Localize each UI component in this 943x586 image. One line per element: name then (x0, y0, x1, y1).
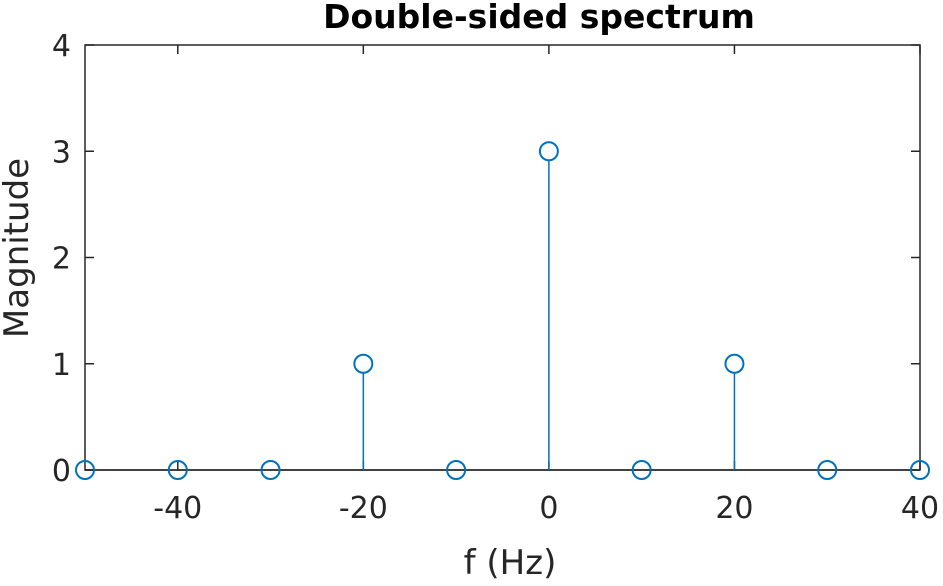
y-tick-label: 0 (52, 454, 71, 489)
x-tick-label: 20 (715, 491, 753, 526)
stem-marker (167, 460, 188, 480)
x-tick-label: -20 (339, 491, 388, 526)
stem-marker (75, 460, 95, 480)
axes-box (84, 44, 921, 471)
x-tick-label: -40 (153, 491, 202, 526)
stem-marker (353, 353, 374, 374)
stem-marker (910, 460, 930, 480)
stem-marker (631, 460, 652, 480)
x-tick-label: 0 (539, 491, 558, 526)
chart-title: Double-sided spectrum (323, 0, 755, 36)
x-axis-label: f (Hz) (464, 543, 557, 582)
stem-marker (817, 460, 838, 480)
y-tick-label: 2 (52, 242, 71, 277)
y-tick-label: 3 (52, 135, 71, 170)
y-axis-label: Magnitude (0, 158, 37, 338)
x-tick-label: 40 (901, 491, 939, 526)
y-tick-label: 1 (52, 348, 71, 383)
y-tick-label: 4 (52, 29, 71, 64)
stem-marker (446, 460, 467, 480)
stem-marker (538, 141, 559, 162)
stem-marker (260, 460, 281, 480)
plot-area: -40 -20 0 20 40 0 1 2 3 4 (52, 29, 939, 526)
stem-marker (724, 353, 745, 374)
